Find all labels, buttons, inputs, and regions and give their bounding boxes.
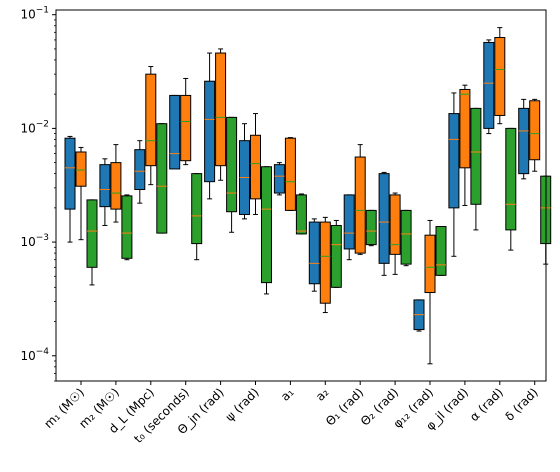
iqr-box	[75, 151, 87, 187]
iqr-box	[169, 94, 181, 170]
iqr-box	[261, 166, 272, 284]
iqr-box	[424, 234, 436, 294]
iqr-box	[284, 137, 296, 211]
iqr-box	[470, 107, 482, 205]
box-series-3-13	[505, 127, 517, 251]
iqr-box	[215, 52, 227, 167]
iqr-box	[226, 116, 238, 213]
iqr-box	[389, 194, 401, 255]
iqr-box	[435, 226, 447, 276]
y-tick-label: 10−3	[20, 233, 49, 249]
box-series-1-12	[448, 92, 460, 257]
iqr-box	[448, 113, 460, 209]
iqr-box	[295, 194, 307, 235]
box-series-2-14	[529, 98, 541, 172]
iqr-box	[191, 173, 203, 245]
box-series-2-13	[494, 27, 506, 125]
box-series-3-6	[261, 166, 272, 295]
boxes-layer	[64, 27, 552, 365]
box-series-1-14	[518, 98, 530, 180]
box-series-2-8	[319, 216, 331, 314]
box-series-3-3	[156, 123, 168, 234]
box-series-3-12	[470, 107, 482, 231]
iqr-box	[145, 73, 157, 167]
iqr-box	[134, 149, 146, 191]
box-series-3-4	[191, 173, 203, 261]
box-series-1-9	[343, 194, 355, 261]
iqr-box	[250, 134, 261, 200]
box-series-3-2	[121, 194, 133, 261]
iqr-box	[273, 164, 285, 194]
box-series-2-2	[110, 144, 122, 223]
iqr-box	[110, 162, 122, 210]
box-series-3-1	[86, 199, 98, 286]
box-series-3-9	[365, 209, 377, 247]
iqr-box	[459, 88, 471, 169]
iqr-box	[518, 107, 530, 175]
iqr-box	[529, 100, 541, 161]
box-series-2-7	[284, 137, 296, 211]
box-series-2-6	[250, 113, 261, 215]
iqr-box	[64, 137, 76, 210]
box-series-2-10	[389, 192, 401, 275]
iqr-box	[483, 41, 495, 129]
box-series-1-13	[483, 39, 495, 135]
iqr-box	[156, 123, 168, 234]
box-series-1-8	[308, 218, 320, 292]
box-series-1-4	[169, 94, 181, 170]
box-series-3-7	[295, 193, 307, 235]
iqr-box	[99, 164, 111, 208]
box-series-2-12	[459, 84, 471, 206]
box-series-3-8	[330, 219, 342, 288]
box-series-1-10	[378, 171, 390, 276]
iqr-box	[400, 209, 412, 265]
iqr-box	[308, 221, 320, 285]
box-series-2-1	[75, 146, 87, 241]
iqr-box	[494, 37, 506, 116]
iqr-box	[319, 221, 331, 304]
box-series-3-10	[400, 209, 412, 267]
iqr-box	[343, 194, 355, 250]
iqr-box	[86, 199, 98, 268]
box-series-2-4	[180, 77, 192, 166]
y-tick-label: 10−1	[20, 6, 49, 22]
box-series-1-6	[239, 123, 250, 220]
iqr-box	[204, 80, 216, 183]
box-series-1-5	[204, 52, 216, 200]
box-series-1-3	[134, 140, 146, 204]
box-series-1-1	[64, 135, 76, 243]
iqr-box	[378, 173, 390, 264]
iqr-box	[354, 156, 366, 254]
iqr-box	[330, 224, 342, 288]
box-series-2-9	[354, 144, 366, 255]
box-series-2-3	[145, 66, 157, 186]
y-tick-label: 10−4	[20, 347, 49, 363]
iqr-box	[505, 127, 517, 231]
box-series-1-11	[413, 299, 425, 332]
box-series-3-11	[435, 226, 447, 276]
box-series-1-2	[99, 158, 111, 226]
box-series-2-11	[424, 219, 436, 365]
iqr-box	[121, 195, 133, 259]
box-series-1-7	[273, 162, 285, 196]
y-tick-label: 10−2	[20, 119, 49, 135]
iqr-box	[180, 94, 192, 162]
iqr-box	[365, 209, 377, 246]
box-series-2-5	[215, 48, 227, 181]
box-series-3-5	[226, 116, 238, 233]
axes-frame	[55, 9, 547, 382]
